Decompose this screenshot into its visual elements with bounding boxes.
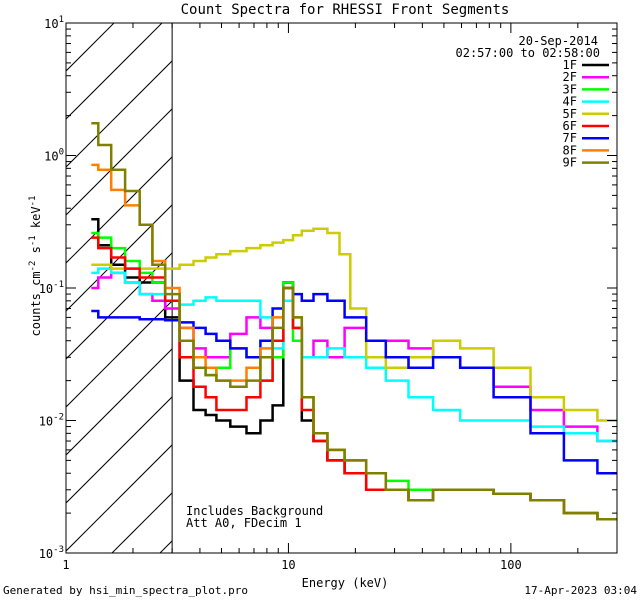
- legend-label-3f: 3F: [563, 82, 577, 96]
- date-label: 20-Sep-2014: [519, 34, 598, 48]
- y-axis-label: counts cm-2 s-1 keV-1: [28, 196, 43, 337]
- y-tick-label: 10-3: [39, 545, 64, 561]
- y-tick-label: 100: [44, 148, 64, 164]
- axis-tick-labels: 1 10 100 10-3 10-2 10-1 100 101: [39, 15, 522, 572]
- hatch-line: [66, 23, 163, 120]
- series-lines: [91, 122, 617, 521]
- legend-label-6f: 6F: [563, 119, 577, 133]
- legend-label-1f: 1F: [563, 58, 577, 72]
- series-line-9f: [91, 122, 617, 521]
- x-axis-label: Energy (keV): [302, 576, 389, 590]
- x-tick-label: 100: [500, 558, 522, 572]
- legend-label-5f: 5F: [563, 107, 577, 121]
- legend-label-2f: 2F: [563, 70, 577, 84]
- y-tick-label: 10-2: [39, 413, 64, 429]
- annotation-background: Includes Background: [186, 504, 323, 518]
- annotation-attenuator: Att A0, FDecim 1: [186, 516, 302, 530]
- x-tick-label: 1: [62, 558, 69, 572]
- y-tick-label: 101: [44, 15, 64, 31]
- hatch-line: [66, 60, 173, 168]
- time-range-label: 02:57:00 to 02:58:00: [456, 46, 601, 60]
- hatch-region-frame: [66, 23, 173, 553]
- legend-label-7f: 7F: [563, 131, 577, 145]
- axis-ticks: [65, 22, 618, 554]
- legend-label-9f: 9F: [563, 156, 577, 170]
- hatch-line: [66, 444, 173, 552]
- legend-label-4f: 4F: [563, 95, 577, 109]
- legend-label-8f: 8F: [563, 143, 577, 157]
- hatch-line: [66, 204, 173, 312]
- hatch-line: [66, 396, 173, 504]
- footer-generated-by: Generated by hsi_min_spectra_plot.pro: [3, 584, 248, 597]
- series-line-5f: [91, 227, 617, 422]
- hatch-line: [66, 252, 173, 360]
- x-tick-label: 10: [281, 558, 295, 572]
- background-hatched-region: [66, 23, 173, 553]
- hatch-line: [66, 108, 173, 216]
- y-tick-label: 10-1: [39, 280, 64, 296]
- chart-title: Count Spectra for RHESSI Front Segments: [181, 2, 510, 18]
- footer-timestamp: 17-Apr-2023 03:04: [524, 584, 637, 597]
